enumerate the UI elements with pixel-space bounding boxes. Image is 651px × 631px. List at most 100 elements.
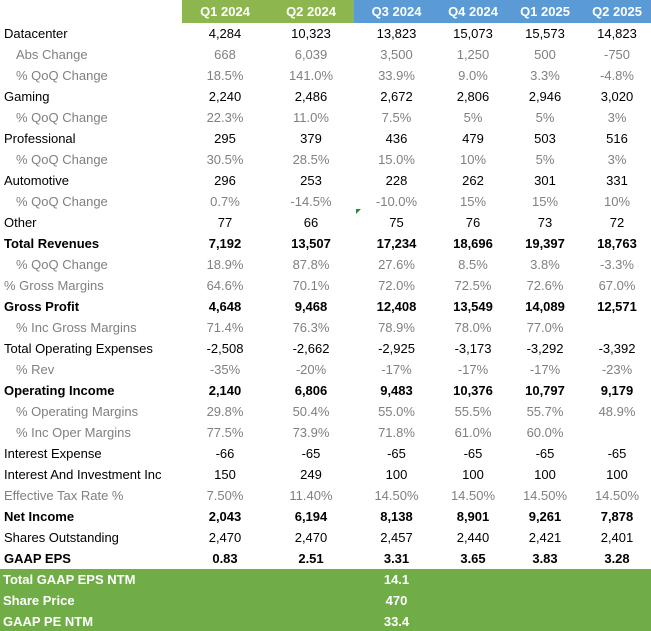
- value-cell[interactable]: 2,486: [294, 89, 328, 104]
- value-cell[interactable]: 73.9%: [292, 425, 330, 440]
- value-cell[interactable]: 2,421: [528, 530, 562, 545]
- value-cell[interactable]: 3.65: [460, 551, 486, 566]
- value-cell[interactable]: 3%: [607, 110, 627, 125]
- value-cell[interactable]: 73: [537, 215, 553, 230]
- value-cell[interactable]: 72: [609, 215, 625, 230]
- header-cell-q4-2024[interactable]: Q4 2024: [439, 0, 507, 23]
- value-cell[interactable]: 3.3%: [530, 68, 560, 83]
- value-cell[interactable]: 9,261: [528, 509, 562, 524]
- value-cell[interactable]: 10,376: [453, 383, 493, 398]
- value-cell[interactable]: 60.0%: [526, 425, 564, 440]
- empty-cell[interactable]: [439, 590, 507, 611]
- row-label-cell[interactable]: Net Income: [4, 509, 75, 524]
- value-cell[interactable]: -17%: [457, 362, 489, 377]
- value-cell[interactable]: -65: [535, 446, 555, 461]
- value-cell[interactable]: 12,408: [376, 299, 417, 314]
- value-cell[interactable]: -2,508: [206, 341, 244, 356]
- value-cell[interactable]: 72.0%: [378, 278, 415, 293]
- value-cell[interactable]: 76.3%: [292, 320, 330, 335]
- value-cell[interactable]: 11.40%: [289, 488, 333, 503]
- value-cell[interactable]: 18,763: [597, 236, 637, 251]
- value-cell[interactable]: -2,662: [292, 341, 330, 356]
- value-cell[interactable]: -65: [607, 446, 627, 461]
- row-label-cell[interactable]: % Inc Gross Margins: [16, 320, 137, 335]
- value-cell[interactable]: 479: [462, 131, 484, 146]
- value-cell[interactable]: 2,440: [456, 530, 490, 545]
- value-cell[interactable]: 72.5%: [454, 278, 492, 293]
- row-label-cell[interactable]: % Inc Oper Margins: [16, 425, 131, 440]
- value-cell[interactable]: 14.50%: [594, 488, 640, 503]
- value-cell[interactable]: 15.0%: [378, 152, 415, 167]
- value-cell[interactable]: 14,823: [597, 26, 637, 41]
- value-cell[interactable]: 29.8%: [206, 404, 244, 419]
- value-cell[interactable]: 3.28: [604, 551, 630, 566]
- value-cell[interactable]: 3%: [607, 152, 627, 167]
- row-label-cell[interactable]: Other: [4, 215, 37, 230]
- value-cell[interactable]: 48.9%: [598, 404, 636, 419]
- value-cell[interactable]: 18,696: [453, 236, 493, 251]
- value-cell[interactable]: -3,173: [454, 341, 492, 356]
- row-label-cell[interactable]: GAAP EPS: [4, 551, 71, 566]
- row-label-cell[interactable]: % Operating Margins: [16, 404, 139, 419]
- value-cell[interactable]: 22.3%: [206, 110, 244, 125]
- value-cell[interactable]: 228: [385, 173, 408, 188]
- value-cell[interactable]: 15,573: [525, 26, 565, 41]
- row-label-cell[interactable]: Shares Outstanding: [4, 530, 119, 545]
- value-cell[interactable]: 55.0%: [378, 404, 415, 419]
- row-label-cell[interactable]: % QoQ Change: [16, 194, 108, 209]
- value-cell[interactable]: 296: [214, 173, 236, 188]
- value-cell[interactable]: 503: [534, 131, 556, 146]
- value-cell[interactable]: 55.7%: [526, 404, 564, 419]
- value-cell[interactable]: 67.0%: [598, 278, 636, 293]
- row-label-cell[interactable]: % Rev: [16, 362, 55, 377]
- value-cell[interactable]: -14.5%: [290, 194, 332, 209]
- value-cell[interactable]: 13,507: [291, 236, 331, 251]
- row-label-cell[interactable]: Datacenter: [4, 26, 68, 41]
- value-cell[interactable]: 7.5%: [381, 110, 412, 125]
- row-label-cell[interactable]: % QoQ Change: [16, 152, 108, 167]
- summary-label-cell[interactable]: Share Price: [0, 590, 182, 611]
- value-cell[interactable]: 55.5%: [454, 404, 492, 419]
- value-cell[interactable]: 253: [300, 173, 322, 188]
- header-cell-q1-2025[interactable]: Q1 2025: [507, 0, 583, 23]
- value-cell[interactable]: [583, 317, 651, 338]
- value-cell[interactable]: 4,648: [208, 299, 242, 314]
- value-cell[interactable]: 77.5%: [206, 425, 244, 440]
- row-label-cell[interactable]: Gross Profit: [4, 299, 80, 314]
- value-cell[interactable]: 3,500: [380, 47, 413, 62]
- value-cell[interactable]: 3.83: [532, 551, 558, 566]
- value-cell[interactable]: 14,089: [525, 299, 565, 314]
- empty-cell[interactable]: [182, 611, 268, 631]
- value-cell[interactable]: 14.50%: [374, 488, 419, 503]
- value-cell[interactable]: 18.5%: [206, 68, 244, 83]
- value-cell[interactable]: 2,457: [380, 530, 413, 545]
- value-cell[interactable]: 18.9%: [206, 257, 244, 272]
- value-cell[interactable]: 71.4%: [206, 320, 244, 335]
- value-cell[interactable]: 100: [606, 467, 628, 482]
- value-cell[interactable]: 64.6%: [206, 278, 244, 293]
- value-cell[interactable]: 70.1%: [292, 278, 330, 293]
- value-cell[interactable]: 13,549: [453, 299, 493, 314]
- value-cell[interactable]: 28.5%: [292, 152, 330, 167]
- value-cell[interactable]: -35%: [209, 362, 241, 377]
- value-cell[interactable]: 6,194: [294, 509, 328, 524]
- value-cell[interactable]: 8.5%: [458, 257, 488, 272]
- value-cell[interactable]: -2,925: [378, 341, 415, 356]
- value-cell[interactable]: 7.50%: [206, 488, 244, 503]
- row-label-cell[interactable]: Gaming: [4, 89, 50, 104]
- value-cell[interactable]: 2,140: [208, 383, 242, 398]
- value-cell[interactable]: 78.9%: [378, 320, 415, 335]
- value-cell[interactable]: 5%: [535, 110, 555, 125]
- value-cell[interactable]: 19,397: [525, 236, 565, 251]
- value-cell[interactable]: 2,806: [456, 89, 490, 104]
- value-cell[interactable]: 0.7%: [210, 194, 240, 209]
- value-cell[interactable]: 50.4%: [292, 404, 330, 419]
- value-cell[interactable]: 10%: [603, 194, 631, 209]
- value-cell[interactable]: 7,192: [208, 236, 242, 251]
- value-cell[interactable]: 77: [217, 215, 233, 230]
- row-label-cell[interactable]: Total Operating Expenses: [4, 341, 153, 356]
- value-cell[interactable]: 6,806: [294, 383, 328, 398]
- value-cell[interactable]: 9,483: [380, 383, 413, 398]
- row-label-cell[interactable]: Interest Expense: [4, 446, 102, 461]
- value-cell[interactable]: 17,234: [376, 236, 417, 251]
